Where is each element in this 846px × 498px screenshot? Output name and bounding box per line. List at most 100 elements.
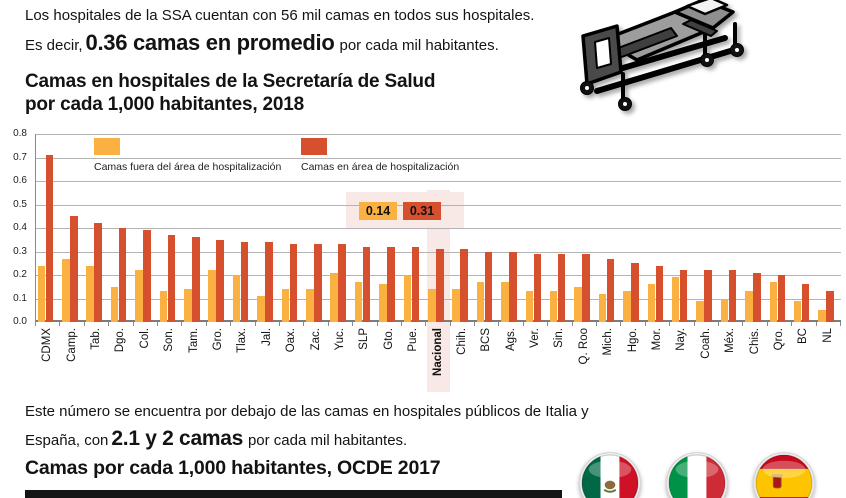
x-axis-tick — [571, 322, 573, 326]
legend-item-en-area: Camas en área de hospitalización — [301, 138, 459, 173]
x-axis-tick — [596, 322, 598, 326]
x-tick-label-Gro.: Gro. — [211, 328, 224, 351]
bar-en-area-Tab. — [94, 223, 102, 322]
x-tick-label-Méx.: Méx. — [724, 328, 737, 353]
bar-en-area-Son. — [167, 235, 176, 322]
bar-fuera-Nacional — [428, 289, 436, 322]
bar-en-area-Mor. — [655, 265, 664, 322]
bar-fuera-SLP — [354, 282, 363, 322]
legend-item-fuera: Camas fuera del área de hospitalización — [94, 138, 281, 173]
x-axis-tick — [205, 322, 207, 326]
legend-label-fuera: Camas fuera del área de hospitalización — [94, 161, 282, 173]
x-axis-tick — [425, 322, 427, 326]
bar-fuera-Tam. — [184, 289, 192, 322]
bar-fuera-Coah. — [696, 300, 704, 322]
bar-fuera-BC — [793, 300, 802, 322]
bar-en-area-Coah. — [704, 270, 712, 322]
bar-en-area-Qro. — [777, 275, 785, 322]
x-axis-tick — [840, 322, 841, 326]
x-axis-tick — [132, 322, 134, 326]
x-tick-label-Col.: Col. — [138, 328, 151, 349]
y-tick-label: 0.4 — [13, 222, 27, 233]
bar-fuera-Dgo. — [110, 286, 119, 322]
footer-line2: España, con 2.1 y 2 camas por cada mil h… — [25, 427, 625, 451]
bar-fuera-Hgo. — [623, 291, 631, 322]
x-axis-tick — [791, 322, 793, 326]
x-axis-tick — [278, 322, 280, 326]
x-tick-label-Dgo.: Dgo. — [114, 328, 127, 353]
x-axis-tick — [644, 322, 646, 326]
x-axis-tick — [498, 322, 500, 326]
x-axis-tick — [352, 322, 354, 326]
bar-fuera-Pue. — [403, 275, 412, 322]
intro-paragraph: Los hospitales de la SSA cuentan con 56 … — [25, 6, 600, 56]
bar-en-area-Tlax. — [240, 242, 249, 322]
x-tick-label-Coah.: Coah. — [699, 328, 712, 359]
y-tick-label: 0.7 — [13, 151, 27, 163]
footer-paragraph: Este número se encuentra por debajo de l… — [25, 402, 625, 451]
x-axis-tick — [376, 322, 378, 326]
bar-en-area-CDMX — [45, 155, 54, 322]
x-tick-label-Chih.: Chih. — [455, 328, 468, 355]
legend-label-en-area: Camas en área de hospitalización — [301, 161, 460, 173]
footer-line2-prefix: España, con — [25, 432, 109, 449]
y-tick-label: 0.2 — [13, 269, 27, 280]
x-tick-label-Sin.: Sin. — [553, 328, 566, 348]
bar-en-area-Ver. — [533, 253, 542, 322]
x-axis-tick — [254, 322, 256, 326]
bar-en-area-BC — [801, 284, 810, 322]
annotation-value-en-area: 0.31 — [403, 202, 441, 220]
x-axis-tick — [59, 322, 61, 326]
bar-en-area-Nacional — [436, 249, 444, 322]
x-axis-tick — [474, 322, 476, 326]
bar-fuera-Tab. — [86, 265, 94, 322]
x-tick-label-BCS: BCS — [480, 328, 493, 352]
bar-fuera-NL — [818, 310, 826, 322]
gridline — [36, 157, 841, 159]
legend-swatch-fuera — [94, 138, 120, 155]
bar-fuera-Méx. — [720, 298, 729, 322]
bar-en-area-Pue. — [411, 246, 420, 322]
bar-fuera-Q. Roo — [574, 286, 582, 322]
bar-en-area-Ags. — [509, 251, 517, 322]
x-tick-label-Tab.: Tab. — [89, 328, 102, 350]
cutoff-black-bar — [25, 490, 562, 498]
bar-en-area-Dgo. — [118, 228, 127, 322]
italy-flag-icon — [665, 451, 729, 498]
plot-area: 0.14 0.31 Camas fuera del área de hospit… — [35, 134, 841, 392]
bar-fuera-Oax. — [281, 289, 290, 322]
bar-en-area-Méx. — [728, 270, 737, 322]
x-tick-label-Nay.: Nay. — [675, 328, 688, 351]
bar-en-area-Nay. — [679, 270, 688, 322]
bar-en-area-NL — [826, 291, 834, 322]
y-tick-label: 0.5 — [13, 198, 27, 210]
bar-fuera-Yuc. — [330, 272, 338, 322]
x-tick-label-Yuc.: Yuc. — [333, 328, 346, 351]
y-tick-label: 0.1 — [13, 292, 27, 304]
x-tick-label-Mor.: Mor. — [651, 328, 664, 351]
bar-en-area-Q. Roo — [582, 253, 590, 322]
x-tick-label-BC: BC — [797, 328, 810, 344]
bar-fuera-Gro. — [208, 270, 216, 322]
intro-line1: Los hospitales de la SSA cuentan con 56 … — [25, 7, 535, 24]
x-tick-label-Camp.: Camp. — [65, 328, 78, 362]
gridline — [36, 181, 841, 182]
spain-flag-icon — [752, 451, 816, 498]
chart-title-line1: Camas en hospitales de la Secretaría de … — [25, 71, 436, 92]
bar-fuera-Mich. — [598, 293, 607, 322]
bar-en-area-Chih. — [460, 249, 468, 322]
bar-fuera-Nay. — [671, 277, 680, 322]
x-axis-tick — [522, 322, 524, 326]
x-axis-tick — [181, 322, 183, 326]
bar-en-area-SLP — [362, 246, 371, 322]
y-tick-label: 0.6 — [13, 175, 27, 186]
bar-fuera-Ags. — [501, 282, 509, 322]
x-axis-tick — [303, 322, 305, 326]
x-axis-tick — [742, 322, 744, 326]
y-tick-label: 0.0 — [13, 316, 27, 327]
flag-badges — [578, 451, 816, 498]
bar-fuera-Tlax. — [232, 275, 241, 322]
x-axis-tick — [230, 322, 232, 326]
ocde-section-title: Camas por cada 1,000 habitantes, OCDE 20… — [25, 457, 441, 479]
annotation-value-fuera: 0.14 — [359, 202, 397, 220]
